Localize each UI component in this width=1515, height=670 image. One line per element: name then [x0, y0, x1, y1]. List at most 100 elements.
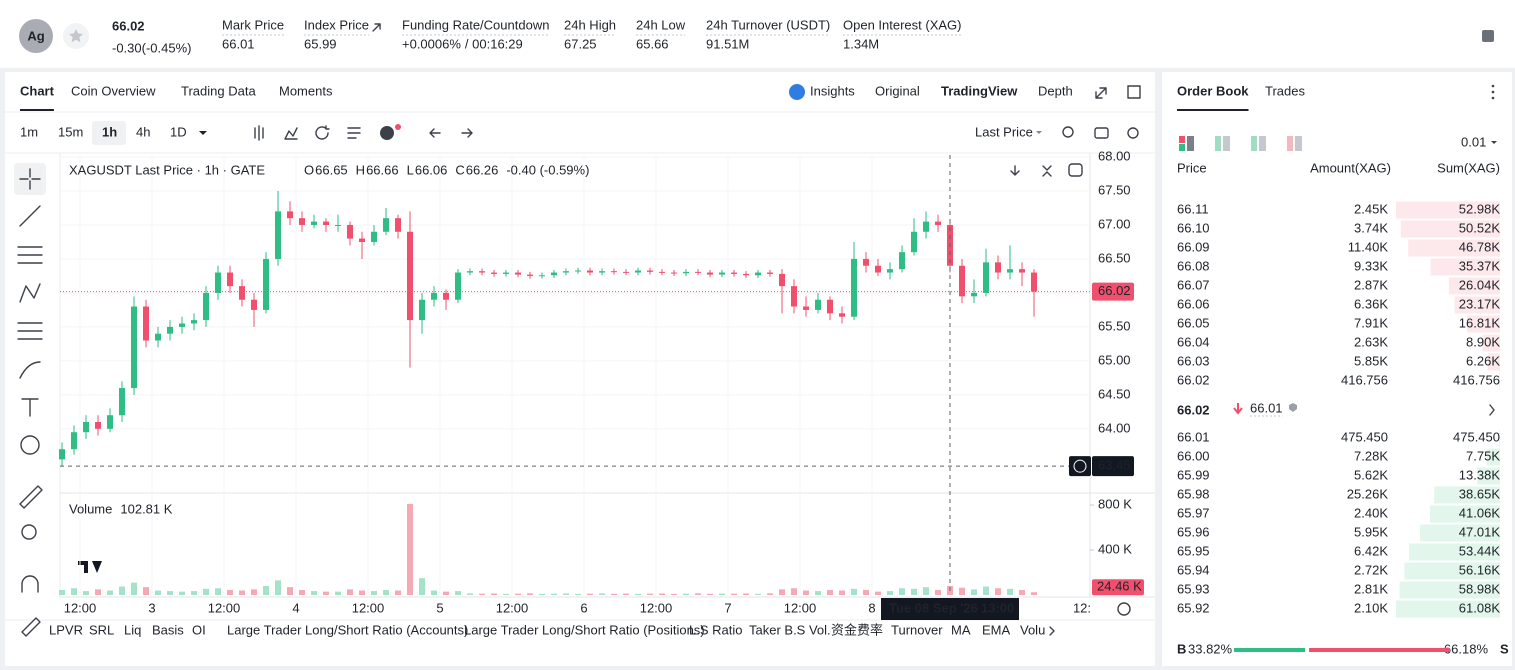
ruler-tool[interactable]: [19, 485, 43, 509]
indicator-button[interactable]: OI: [192, 622, 206, 637]
layout-both-icon[interactable]: [1179, 144, 1185, 151]
book-price[interactable]: 66.00: [1177, 448, 1210, 463]
add-icon[interactable]: [380, 126, 394, 140]
indicator-button[interactable]: SRL: [89, 622, 114, 637]
precision-caret[interactable]: [1491, 141, 1497, 144]
undo-icon[interactable]: [429, 128, 441, 138]
interval-button[interactable]: 1h: [102, 124, 117, 139]
book-price[interactable]: 66.03: [1177, 353, 1210, 368]
crosshair-tool[interactable]: [19, 168, 41, 190]
book-price[interactable]: 66.08: [1177, 258, 1210, 273]
layout-asks-icon[interactable]: [1259, 136, 1266, 151]
book-price[interactable]: 65.94: [1177, 562, 1210, 577]
zoom-tool[interactable]: [21, 524, 37, 540]
book-tab[interactable]: Order Book: [1177, 83, 1249, 98]
indicator-button[interactable]: MA: [951, 622, 971, 637]
search-icon[interactable]: [1062, 126, 1074, 138]
indicator-button[interactable]: Liq: [124, 622, 141, 637]
layout-asks-icon[interactable]: [1251, 136, 1257, 151]
book-price[interactable]: 66.11: [1177, 201, 1209, 216]
time-settings-icon[interactable]: [1117, 602, 1131, 616]
layout-icon[interactable]: [1127, 85, 1141, 99]
layout-both-icon[interactable]: [1179, 136, 1185, 143]
reset-icon[interactable]: [1068, 163, 1083, 177]
collapse-icon[interactable]: [1042, 165, 1052, 177]
chart-tab[interactable]: Chart: [20, 83, 55, 98]
book-sum: 7.75K: [1466, 448, 1500, 463]
chart-tab[interactable]: Coin Overview: [71, 83, 156, 98]
text-tool[interactable]: [21, 398, 39, 417]
book-price[interactable]: 66.04: [1177, 334, 1210, 349]
book-precision[interactable]: 0.01: [1461, 134, 1486, 149]
book-price[interactable]: 65.99: [1177, 467, 1210, 482]
book-price[interactable]: 65.98: [1177, 486, 1210, 501]
brush-tool[interactable]: [19, 361, 41, 379]
book-price[interactable]: 66.10: [1177, 220, 1210, 235]
indicator-icon[interactable]: [284, 127, 298, 140]
indicator-button[interactable]: 资金费率: [831, 622, 883, 637]
replay-icon[interactable]: [315, 125, 330, 140]
book-price[interactable]: 66.06: [1177, 296, 1210, 311]
price-source-caret[interactable]: [1036, 131, 1042, 134]
fullscreen-icon[interactable]: [1095, 87, 1107, 99]
header-menu-icon[interactable]: [1482, 30, 1494, 42]
book-price[interactable]: 65.92: [1177, 600, 1210, 615]
indicator-button[interactable]: L.S Ratio: [689, 622, 742, 637]
scroll-icon[interactable]: [1010, 165, 1020, 176]
book-tab[interactable]: Trades: [1265, 83, 1305, 98]
book-price[interactable]: 65.97: [1177, 505, 1210, 520]
template-icon[interactable]: [347, 127, 361, 139]
book-price[interactable]: 66.02: [1177, 372, 1210, 387]
menu-dot[interactable]: [1491, 96, 1495, 100]
indicator-button[interactable]: Large Trader Long/Short Ratio (Accounts): [227, 622, 468, 637]
interval-caret[interactable]: [199, 131, 207, 135]
price-source-select[interactable]: Last Price: [975, 124, 1033, 139]
book-price[interactable]: 65.93: [1177, 581, 1210, 596]
book-price[interactable]: 65.95: [1177, 543, 1210, 558]
projection-tool[interactable]: [17, 322, 43, 340]
layout-alt-icon[interactable]: [1295, 136, 1302, 151]
indicator-more[interactable]: [1049, 626, 1055, 636]
interval-button[interactable]: 1D: [170, 124, 187, 139]
indicator-button[interactable]: Large Trader Long/Short Ratio (Positions…: [464, 622, 705, 637]
view-tab[interactable]: Insights: [810, 83, 855, 98]
redo-icon[interactable]: [461, 128, 473, 138]
menu-dot[interactable]: [1491, 84, 1495, 88]
book-price[interactable]: 66.05: [1177, 315, 1210, 330]
interval-button[interactable]: 4h: [136, 124, 150, 139]
layout-bids-icon[interactable]: [1215, 136, 1221, 151]
view-tab[interactable]: TradingView: [941, 83, 1018, 98]
layout-alt-icon[interactable]: [1287, 136, 1293, 151]
settings-icon[interactable]: [1127, 127, 1139, 139]
chevron[interactable]: [1489, 404, 1495, 416]
layout-both-icon[interactable]: [1187, 136, 1194, 151]
view-tab[interactable]: Depth: [1038, 83, 1073, 98]
magnet-tool[interactable]: [21, 575, 39, 593]
book-price[interactable]: 65.96: [1177, 524, 1210, 539]
indicator-button[interactable]: EMA: [982, 622, 1011, 637]
layout-bids-icon[interactable]: [1223, 136, 1230, 151]
view-tab[interactable]: Original: [875, 83, 920, 98]
trendline-tool[interactable]: [19, 205, 41, 227]
crosshair-plus-bg[interactable]: [1069, 456, 1091, 477]
eraser-tool[interactable]: [21, 617, 41, 637]
book-price[interactable]: 66.09: [1177, 239, 1210, 254]
book-price[interactable]: 66.01: [1177, 429, 1210, 444]
indicator-button[interactable]: LPVR: [49, 622, 83, 637]
indicator-button[interactable]: Turnover: [891, 622, 943, 637]
interval-button[interactable]: 15m: [58, 124, 83, 139]
crosshair-plus[interactable]: [1073, 459, 1087, 473]
chart-tab[interactable]: Moments: [279, 83, 333, 98]
menu-dot[interactable]: [1491, 90, 1495, 94]
book-price[interactable]: 66.07: [1177, 277, 1210, 292]
interval-button[interactable]: 1m: [20, 124, 38, 139]
chart-tab[interactable]: Trading Data: [181, 83, 256, 98]
indicator-button[interactable]: Volu: [1020, 622, 1045, 637]
pattern-tool[interactable]: [19, 283, 41, 303]
candle-style-icon[interactable]: [254, 125, 264, 141]
emoji-tool[interactable]: [20, 435, 40, 455]
indicator-button[interactable]: Taker B.S Vol.: [749, 622, 831, 637]
indicator-button[interactable]: Basis: [152, 622, 184, 637]
fib-tool[interactable]: [17, 246, 43, 264]
camera-icon[interactable]: [1094, 127, 1109, 139]
